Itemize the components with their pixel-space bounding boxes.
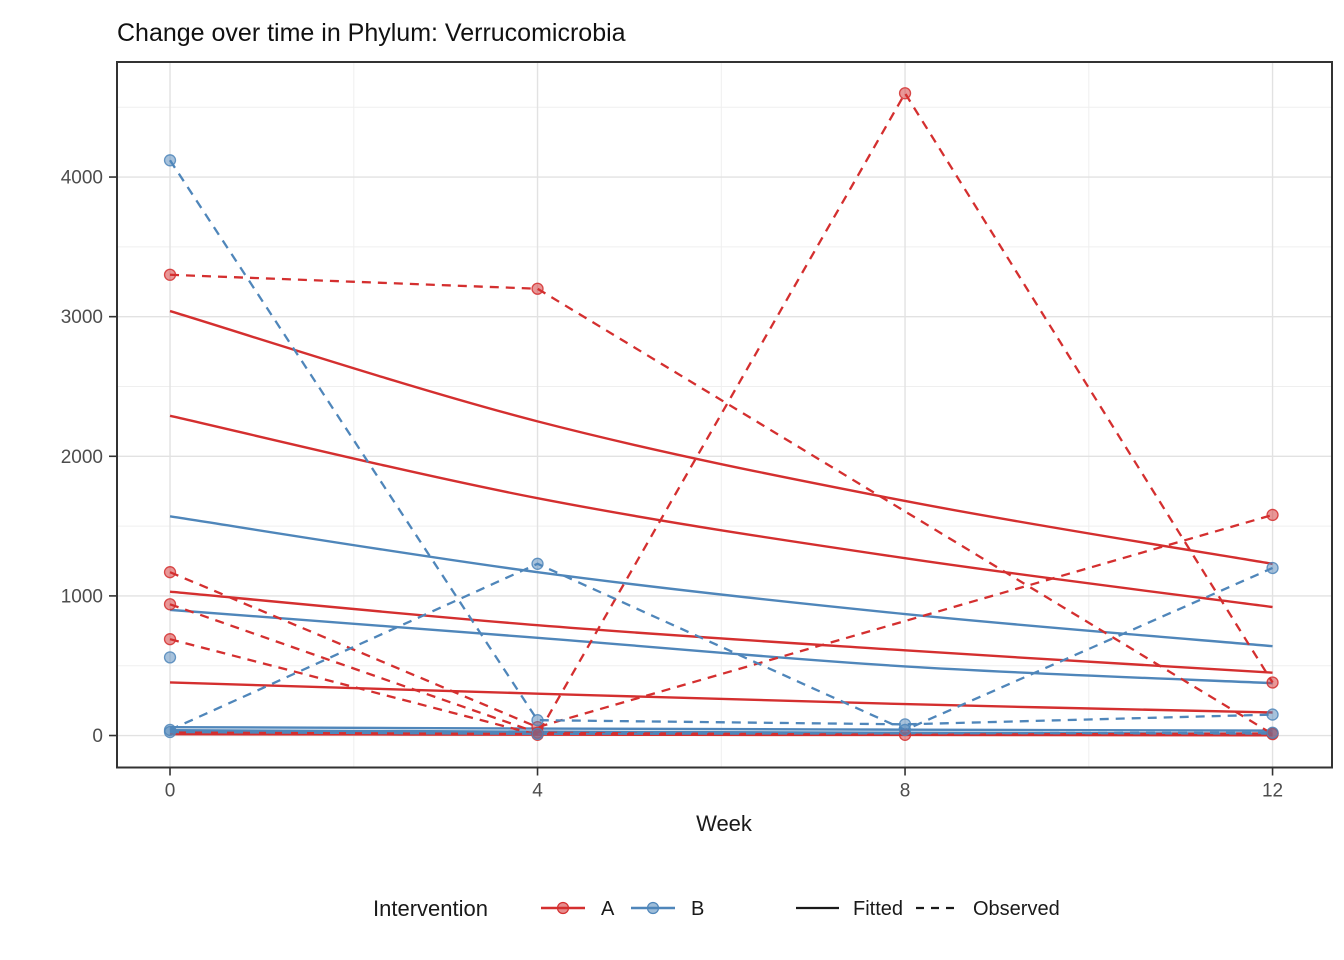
observed-point-B [1266,726,1279,739]
axis-ticks [109,176,1274,776]
y-tick-label: 4000 [61,168,103,189]
observed-point-A [1266,508,1279,522]
observed-point-A [163,566,177,579]
fitted-line-A [169,681,1273,714]
fitted-line-B [169,608,1273,685]
observed-point-A [163,633,177,646]
x-tick-label: 0 [165,781,176,802]
y-tick-label: 0 [92,726,103,747]
legend-title: Intervention [373,896,488,921]
observed-point-B [163,651,177,664]
axis-tick-labels: 0 1000 2000 3000 4000 0 4 8 12 [61,168,1283,802]
legend-label-a: A [601,898,615,920]
legend-key-a-dot [556,901,570,915]
fitted-line-B [170,725,1273,732]
observed-point-B [163,154,177,167]
observed-point-B [531,714,544,727]
data-points [163,87,1279,741]
fitted-line-A [169,590,1273,674]
observed-line-B [169,159,1273,726]
x-axis-title: Week [696,811,753,836]
observed-point-A [531,282,544,295]
fitted-line-A [169,414,1273,609]
legend-label-b: B [691,898,704,920]
observed-line-A [169,603,1273,736]
fitted-line-A [169,309,1273,565]
observed-point-B [531,727,544,741]
observed-point-B [163,725,177,739]
x-tick-label: 8 [900,781,911,802]
observed-point-B [531,557,544,570]
observed-point-A [1266,676,1279,689]
legend-label-observed: Observed [973,898,1060,920]
chart-title: Change over time in Phylum: Verrucomicro… [117,19,626,47]
x-tick-label: 12 [1262,781,1283,802]
y-tick-label: 1000 [61,586,103,607]
fitted-line-B [169,515,1273,648]
x-tick-label: 4 [532,781,543,802]
gridlines-major [117,62,1332,768]
y-tick-label: 3000 [61,307,103,328]
observed-lines [169,91,1274,737]
legend-key-b-dot [646,901,660,915]
panel-border [116,61,1333,769]
observed-point-A [898,87,912,100]
observed-point-B [1266,708,1279,721]
observed-point-B [1266,561,1279,575]
observed-line-A [169,513,1273,729]
observed-point-A [163,598,177,611]
legend: Intervention A B Fitted Observed [373,896,1060,921]
gridlines-minor [117,62,1332,768]
observed-point-B [898,723,912,737]
y-tick-label: 2000 [61,447,103,468]
legend-label-fitted: Fitted [853,898,903,920]
observed-point-A [163,268,177,281]
